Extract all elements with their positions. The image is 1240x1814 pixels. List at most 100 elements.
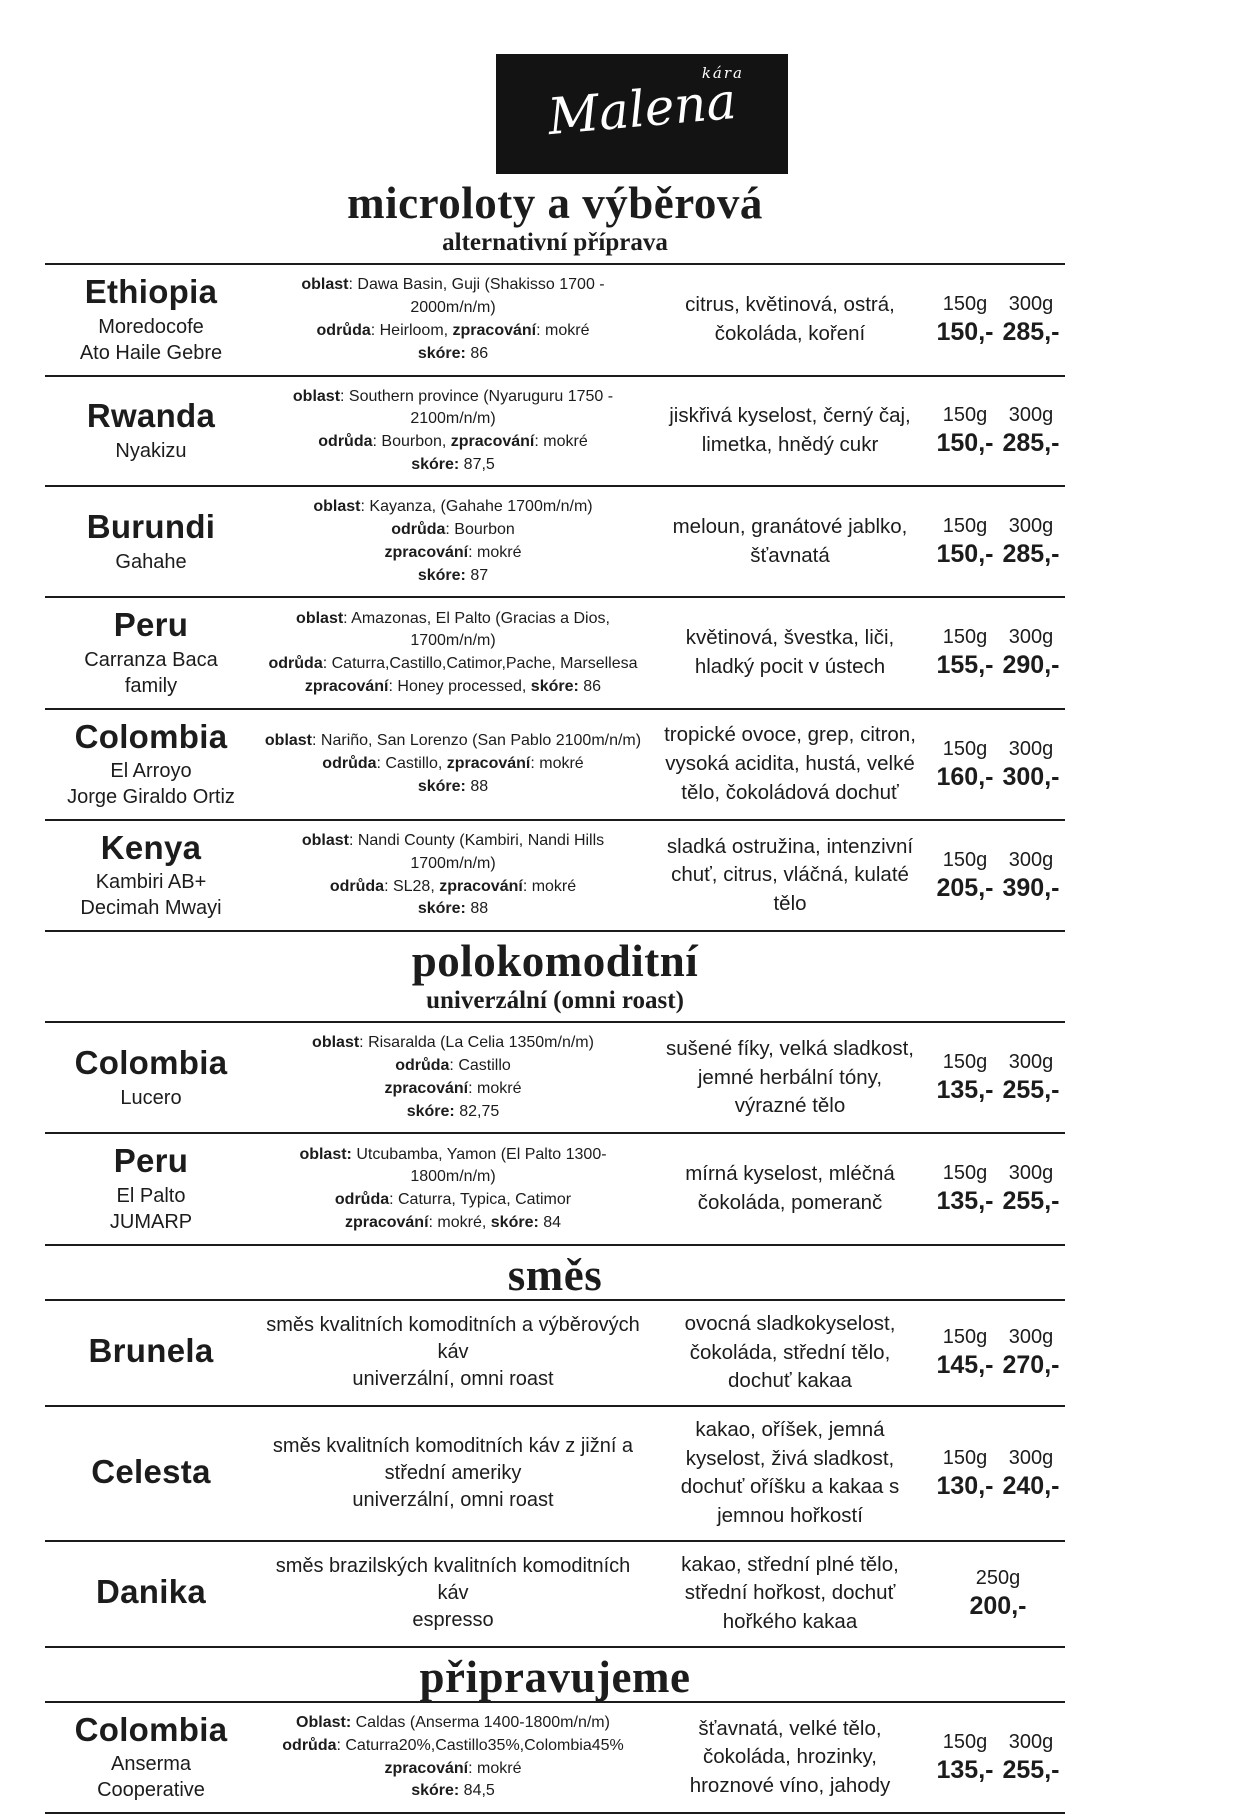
row-divider	[45, 1243, 1065, 1246]
detail-line: skóre: 88	[417, 777, 489, 795]
price-cell: 300g 255,-	[999, 1050, 1063, 1105]
product-name: Celesta	[91, 1452, 211, 1490]
price-value: 270,-	[1002, 1351, 1060, 1380]
product-name-cell: Burundi Gahahe	[45, 508, 257, 574]
detail-line: oblast: Amazonas, El Palto (Gracias a Di…	[296, 609, 610, 650]
weight-label: 150g	[942, 849, 988, 872]
price-value: 135,-	[936, 1756, 994, 1785]
weight-label: 300g	[1008, 626, 1054, 649]
product-name-cell: Peru Carranza Baca family	[45, 606, 257, 699]
price-cell: 150g 135,-	[933, 1050, 997, 1105]
product-name-cell: Colombia El Arroyo Jorge Giraldo Ortiz	[45, 717, 257, 810]
weight-label: 150g	[942, 737, 988, 760]
product-subnames: Carranza Baca family	[49, 647, 253, 699]
price-value: 160,-	[936, 762, 994, 791]
section-title: microloty a výběrová	[347, 178, 763, 228]
product-subnames: Lucero	[49, 1085, 253, 1111]
product-name: Colombia	[74, 1710, 228, 1748]
taste-notes: ovocná sladkokyselost, čokoláda, střední…	[684, 1311, 896, 1393]
price-value: 130,-	[936, 1471, 994, 1500]
product-subname: Nyakizu	[115, 439, 187, 462]
detail-line: skóre: 86	[417, 344, 489, 362]
taste-notes: meloun, granátové jablko, šťavnatá	[672, 515, 908, 567]
row-divider	[45, 1539, 1065, 1542]
product-name-cell: Peru El Palto JUMARP	[45, 1143, 257, 1234]
price-value: 285,-	[1002, 429, 1060, 458]
detail-line: oblast: Nariño, San Lorenzo (San Pablo 2…	[264, 732, 642, 750]
detail-line: skóre: 82,75	[406, 1102, 500, 1120]
product-subnames: Kambiri AB+ Decimah Mwayi	[49, 869, 253, 921]
price-cell: 150g 155,-	[933, 625, 997, 680]
price-cell: 150g 150,-	[933, 292, 997, 347]
price-value: 150,-	[936, 318, 994, 347]
product-subname: Decimah Mwayi	[80, 897, 222, 920]
weight-label: 150g	[942, 626, 988, 649]
price-value: 285,-	[1002, 540, 1060, 569]
product-subname: Jorge Giraldo Ortiz	[67, 785, 235, 808]
product-name-cell: Celesta	[45, 1452, 257, 1493]
detail-line: odrůda: Caturra20%,Castillo35%,Colombia4…	[282, 1736, 624, 1754]
section-title: polokomoditní	[411, 936, 699, 987]
product-name: Colombia	[74, 1044, 228, 1082]
weight-label: 300g	[1008, 1326, 1054, 1349]
row-divider	[45, 1404, 1065, 1407]
detail-line: směs brazilských kvalitních komoditních …	[275, 1555, 631, 1605]
price-cell: 150g 135,-	[933, 1161, 997, 1216]
detail-line: oblast: Risaralda (La Celia 1350m/n/m)	[312, 1034, 594, 1052]
price-value: 255,-	[1002, 1187, 1060, 1216]
detail-line: směs kvalitních komoditních káv z jižní …	[272, 1434, 634, 1484]
detail-line: oblast: Nandi County (Kambiri, Nandi Hil…	[301, 832, 605, 872]
detail-line: skóre: 87,5	[411, 455, 495, 473]
detail-line: zpracování: mokré, skóre: 84	[344, 1213, 562, 1231]
weight-label: 300g	[1008, 1731, 1054, 1754]
price-cell: 300g 300,-	[999, 737, 1063, 792]
product-subnames: Nyakizu	[49, 438, 253, 464]
product-name-cell: Kenya Kambiri AB+ Decimah Mwayi	[45, 828, 257, 921]
section-subtitle: univerzální (omni roast)	[426, 987, 684, 1015]
product-details: směs kvalitních komoditních a výběrových…	[257, 1312, 649, 1393]
product-subname: JUMARP	[109, 1210, 193, 1233]
price-value: 135,-	[936, 1187, 994, 1216]
product-name: Burundi	[86, 508, 216, 546]
product-name: Colombia	[74, 717, 228, 755]
product-details: oblast: Nariño, San Lorenzo (San Pablo 2…	[257, 730, 649, 798]
price-cell: 150g 150,-	[933, 403, 997, 458]
section-rows: Colombia Anserma Cooperative Oblast: Cald…	[45, 1703, 1065, 1814]
brand-kara-text: kára	[701, 64, 744, 82]
product-subnames: El Palto JUMARP	[49, 1183, 253, 1235]
product-details: směs kvalitních komoditních káv z jižní …	[257, 1433, 649, 1514]
weight-label: 300g	[1008, 404, 1054, 427]
product-details: oblast: Southern province (Nyaruguru 175…	[257, 386, 649, 477]
weight-label: 300g	[1008, 849, 1054, 872]
row-divider	[45, 374, 1065, 377]
weight-label: 300g	[1008, 1446, 1054, 1469]
product-name: Danika	[95, 1573, 207, 1611]
detail-line: skóre: 84,5	[411, 1782, 495, 1800]
row-divider	[45, 707, 1065, 710]
price-cells: 150g 135,- 300g 255,-	[931, 1050, 1065, 1105]
detail-line: odrůda: SL28, zpracování: mokré	[329, 877, 577, 895]
price-value: 255,-	[1002, 1076, 1060, 1105]
product-details: oblast: Kayanza, (Gahahe 1700m/n/m) odrůd…	[257, 496, 649, 587]
row-divider	[45, 485, 1065, 488]
weight-label: 150g	[942, 293, 988, 316]
detail-line: odrůda: Bourbon, zpracování: mokré	[318, 432, 588, 450]
menu-section: směs Brunela směs kvalitních komoditních…	[45, 1251, 1065, 1648]
weight-label: 150g	[942, 1051, 988, 1074]
table-row: Danika směs brazilských kvalitních komod…	[45, 1542, 1065, 1646]
table-row: Rwanda Nyakizu oblast: Southern province…	[45, 377, 1065, 486]
detail-line: espresso	[412, 1609, 494, 1632]
product-name-cell: Danika	[45, 1573, 257, 1613]
product-subname: Cooperative	[97, 1779, 205, 1802]
product-name: Kenya	[100, 828, 202, 866]
detail-line: skóre: 87	[417, 566, 489, 584]
product-name: Brunela	[88, 1332, 214, 1370]
price-cell: 300g 240,-	[999, 1446, 1063, 1501]
detail-line: odrůda: Castillo, zpracování: mokré	[322, 754, 584, 772]
taste-notes: sušené fíky, velká sladkost, jemné herbá…	[665, 1036, 914, 1118]
product-name-cell: Brunela	[45, 1332, 257, 1372]
detail-line: odrůda: Bourbon	[391, 521, 515, 539]
row-divider	[45, 1132, 1065, 1135]
price-value: 155,-	[936, 651, 994, 680]
price-cells: 150g 150,- 300g 285,-	[931, 292, 1065, 347]
